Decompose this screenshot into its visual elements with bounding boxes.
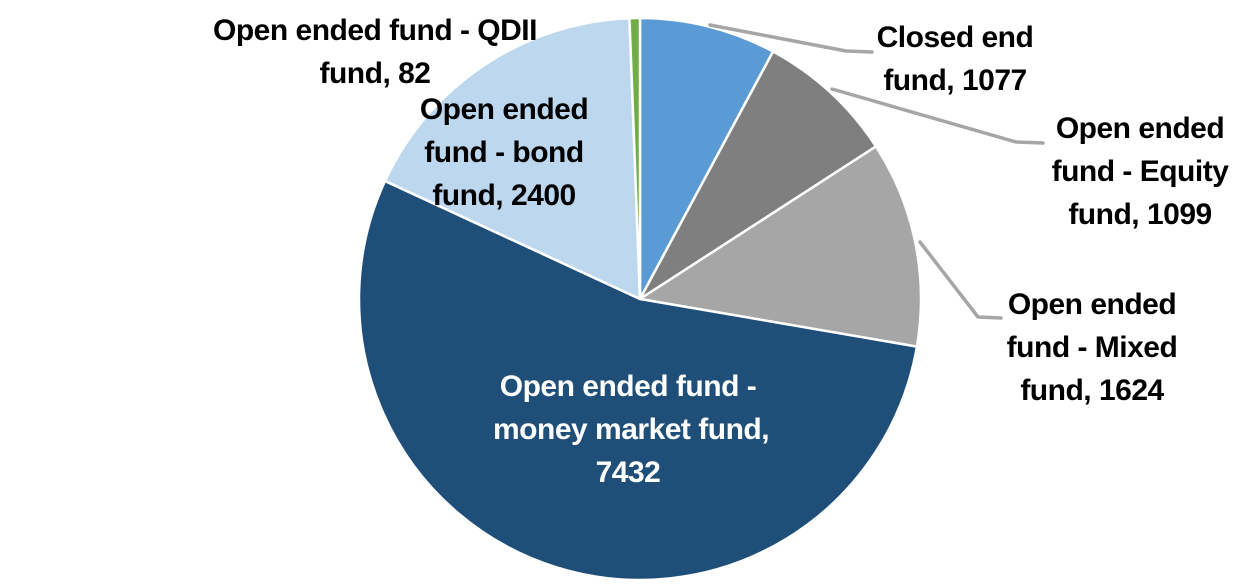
label-line: fund, 2400 — [432, 179, 576, 212]
label-line: fund - bond — [424, 136, 584, 169]
label-mixed-fund: Open ended fund - Mixed fund, 1624 — [992, 283, 1192, 412]
label-line: fund, 1099 — [1068, 198, 1212, 231]
label-line: Open ended fund - — [499, 370, 757, 403]
label-line: Open ended — [1007, 288, 1177, 321]
label-equity-fund: Open ended fund - Equity fund, 1099 — [1040, 107, 1240, 236]
label-bond-fund: Open ended fund - bond fund, 2400 — [404, 88, 604, 217]
leader-line-closed-end-fund — [708, 23, 874, 54]
label-line: fund - Equity — [1051, 155, 1229, 188]
label-line: Closed end — [876, 21, 1034, 54]
label-line: money market fund, — [493, 413, 770, 446]
pie-slice-bond-fund — [383, 16, 642, 301]
label-line: Open ended — [419, 93, 589, 126]
label-money-market-fund: Open ended fund - money market fund, 743… — [493, 365, 770, 494]
label-line: fund, 1624 — [1020, 374, 1164, 407]
label-line: Open ended fund - QDII — [213, 14, 537, 47]
label-qdii-fund: Open ended fund - QDII fund, 82 — [213, 9, 537, 95]
label-line: fund - Mixed — [1006, 331, 1178, 364]
label-line: Open ended — [1055, 112, 1225, 145]
pie-slice-money-market-fund — [357, 179, 919, 582]
leader-line-equity-fund — [830, 87, 1045, 145]
pie-slice-qdii-fund — [628, 16, 642, 301]
pie-slice-mixed-fund — [638, 145, 923, 348]
pie-slice-equity-fund — [638, 50, 878, 301]
pie-slice-closed-end-fund — [638, 16, 775, 301]
label-closed-end-fund: Closed end fund, 1077 — [855, 16, 1055, 102]
label-line: fund, 82 — [319, 57, 431, 90]
label-line: 7432 — [595, 456, 661, 489]
leader-line-mixed-fund — [918, 240, 1003, 320]
label-line: fund, 1077 — [883, 64, 1027, 97]
